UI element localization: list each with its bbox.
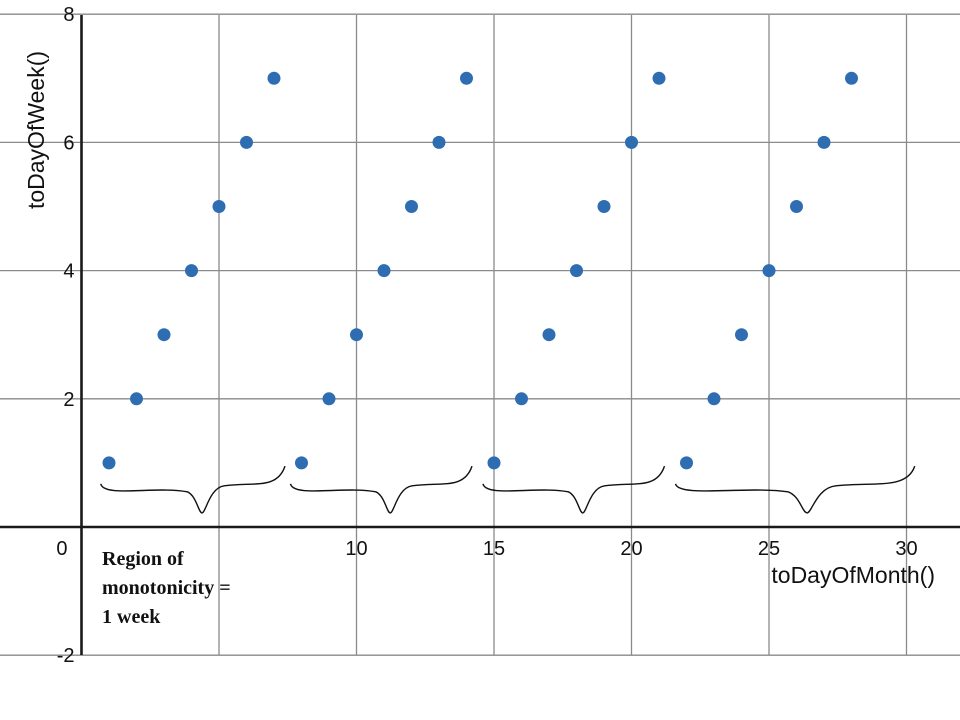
x-tick-label: 20 [620, 538, 642, 560]
data-point [350, 328, 363, 342]
x-gridlines [218, 15, 908, 655]
x-tick-label: 10 [345, 538, 367, 560]
data-point [597, 200, 611, 213]
data-point [707, 392, 721, 406]
region-braces [100, 465, 916, 514]
region-brace [674, 465, 916, 514]
region-brace [289, 465, 473, 514]
y-tick-label: 6 [63, 132, 74, 154]
data-point [652, 71, 666, 85]
y-tick-label: 2 [63, 389, 74, 411]
data-points [102, 71, 858, 470]
y-axis-title: toDayOfWeek() [23, 51, 49, 209]
data-point [790, 200, 803, 213]
data-point [267, 71, 281, 85]
data-point [762, 264, 776, 278]
data-point [817, 135, 831, 149]
x-axis-title: toDayOfMonth() [771, 562, 935, 588]
y-tick-label: 4 [63, 261, 74, 283]
data-point [130, 392, 143, 406]
y-gridlines [0, 13, 960, 656]
data-point [515, 392, 528, 406]
x-tick-label: 25 [758, 538, 780, 560]
data-point [460, 71, 473, 85]
data-point [405, 200, 418, 213]
data-point [735, 328, 748, 342]
x-tick-label: 15 [483, 538, 505, 560]
data-point [102, 456, 116, 470]
data-point [625, 135, 638, 149]
data-point [570, 264, 583, 278]
data-point [845, 71, 858, 85]
region-brace [100, 465, 286, 514]
data-point [377, 264, 391, 278]
x-tick-labels: 0 10 15 20 25 30 [56, 538, 917, 560]
y-tick-label: 8 [63, 4, 74, 26]
data-point [680, 456, 693, 470]
x-tick-label: 30 [895, 538, 917, 560]
annotation-line-2: monotonicity = [102, 577, 231, 599]
region-brace [482, 465, 666, 514]
annotation-line-1: Region of [102, 548, 184, 570]
data-point [157, 328, 171, 342]
data-point [432, 135, 446, 149]
y-tick-labels: 8 6 4 2 -2 [57, 4, 75, 667]
annotation-line-3: 1 week [102, 606, 161, 628]
x-tick-label: 0 [56, 538, 67, 560]
data-point [295, 456, 308, 470]
y-tick-label: -2 [57, 645, 75, 667]
data-point [542, 328, 556, 342]
data-point [212, 200, 226, 213]
data-point [185, 264, 198, 278]
data-point [240, 135, 253, 149]
data-point [487, 456, 501, 470]
data-point [322, 392, 336, 406]
